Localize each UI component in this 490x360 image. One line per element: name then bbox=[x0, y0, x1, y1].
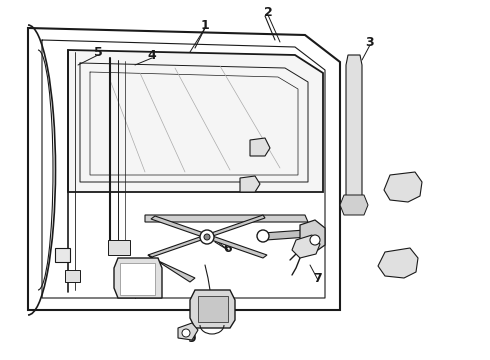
Polygon shape bbox=[151, 216, 267, 258]
Circle shape bbox=[200, 230, 214, 244]
Text: 11: 11 bbox=[399, 181, 417, 194]
Polygon shape bbox=[120, 263, 155, 295]
Polygon shape bbox=[384, 172, 422, 202]
Text: 9: 9 bbox=[188, 332, 196, 345]
Circle shape bbox=[310, 235, 320, 245]
Text: 8: 8 bbox=[214, 309, 222, 321]
Text: 3: 3 bbox=[366, 36, 374, 49]
Polygon shape bbox=[28, 28, 340, 310]
Polygon shape bbox=[198, 296, 228, 322]
Polygon shape bbox=[292, 235, 320, 258]
Polygon shape bbox=[145, 215, 308, 222]
Text: 5: 5 bbox=[94, 45, 102, 59]
Circle shape bbox=[257, 230, 269, 242]
Polygon shape bbox=[108, 240, 130, 255]
Polygon shape bbox=[340, 195, 368, 215]
Polygon shape bbox=[178, 323, 198, 340]
Polygon shape bbox=[65, 270, 80, 282]
Text: 4: 4 bbox=[147, 49, 156, 62]
Polygon shape bbox=[263, 230, 308, 240]
Polygon shape bbox=[190, 290, 235, 328]
Polygon shape bbox=[378, 248, 418, 278]
Polygon shape bbox=[148, 215, 265, 257]
Polygon shape bbox=[55, 248, 70, 262]
Polygon shape bbox=[300, 220, 325, 252]
Polygon shape bbox=[68, 50, 323, 192]
Text: 10: 10 bbox=[126, 284, 144, 297]
Circle shape bbox=[204, 234, 210, 240]
Text: 1: 1 bbox=[200, 18, 209, 32]
Text: 2: 2 bbox=[264, 5, 272, 18]
Circle shape bbox=[182, 329, 190, 337]
Polygon shape bbox=[346, 55, 362, 210]
Polygon shape bbox=[240, 176, 260, 192]
Text: 6: 6 bbox=[224, 242, 232, 255]
Polygon shape bbox=[148, 255, 195, 282]
Text: 7: 7 bbox=[314, 271, 322, 284]
Polygon shape bbox=[114, 258, 162, 298]
Text: 12: 12 bbox=[391, 261, 409, 275]
Polygon shape bbox=[250, 138, 270, 156]
